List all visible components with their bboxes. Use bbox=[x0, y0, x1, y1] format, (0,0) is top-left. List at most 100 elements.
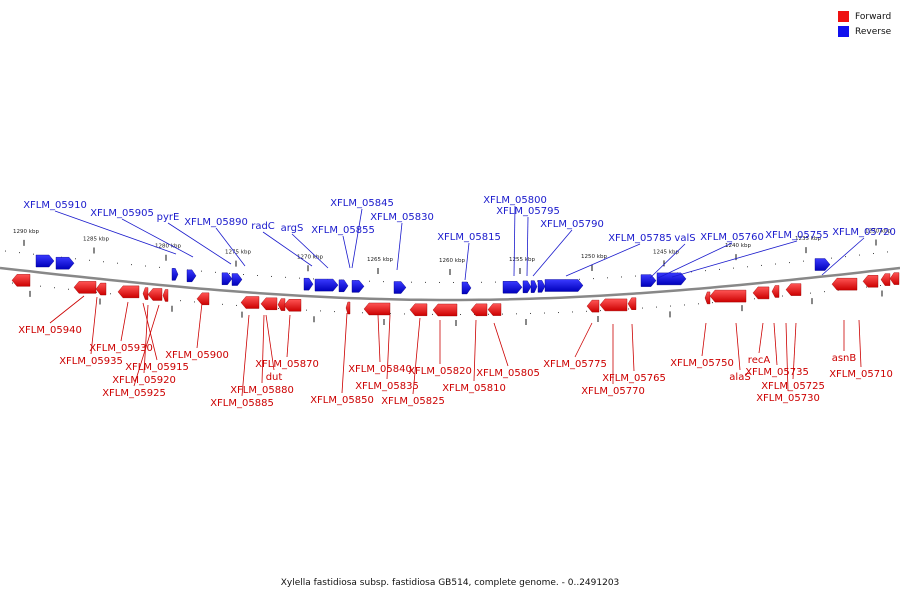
gene-label-forward: XFLM_05850 bbox=[310, 395, 374, 406]
gene-label-forward-leader bbox=[735, 322, 741, 371]
ruler-label: 1240 kbp bbox=[725, 243, 751, 249]
gene-arrow bbox=[303, 277, 314, 291]
gene-label-forward: dut bbox=[266, 372, 283, 383]
gene-label-reverse-leader bbox=[167, 222, 232, 265]
gene-label-forward-leader bbox=[574, 322, 593, 358]
minor-tick bbox=[229, 272, 230, 274]
gene-label-forward-leader bbox=[49, 295, 85, 324]
minor-tick bbox=[96, 291, 97, 293]
minor-tick bbox=[432, 313, 433, 315]
gene-label-forward-leader bbox=[196, 302, 203, 349]
gene-label-reverse-leader bbox=[671, 240, 798, 278]
legend-forward: Forward bbox=[838, 9, 891, 24]
minor-tick bbox=[831, 257, 832, 259]
gene-label-reverse-leader bbox=[351, 208, 363, 269]
gene-arrow bbox=[537, 280, 546, 293]
gene-label-forward: XFLM_05765 bbox=[602, 373, 666, 384]
gene-arrow bbox=[171, 268, 179, 281]
gene-arrow bbox=[599, 298, 628, 312]
minor-tick bbox=[439, 281, 440, 283]
gene-label-forward: XFLM_05885 bbox=[210, 398, 274, 409]
ruler-label: 1275 kbp bbox=[225, 250, 251, 256]
gene-arrow bbox=[351, 280, 365, 293]
gene-label-forward: XFLM_05730 bbox=[756, 393, 820, 404]
minor-tick bbox=[530, 312, 531, 314]
minor-tick bbox=[481, 281, 482, 283]
gene-label-forward: XFLM_05710 bbox=[829, 369, 893, 380]
gene-label-reverse: XFLM_05910 bbox=[23, 200, 87, 211]
minor-tick bbox=[866, 286, 867, 288]
minor-tick bbox=[803, 260, 804, 262]
ruler-label: 1290 kbp bbox=[13, 229, 39, 235]
ruler-label: 1280 kbp bbox=[155, 244, 181, 250]
gene-label-forward-leader bbox=[133, 304, 160, 387]
gene-label-reverse-leader bbox=[821, 237, 865, 276]
gene-label-reverse: XFLM_05720 bbox=[832, 227, 896, 238]
ruler-label: 1260 kbp bbox=[439, 258, 465, 264]
gene-arrow bbox=[880, 273, 891, 286]
gene-label-forward: XFLM_05920 bbox=[112, 375, 176, 386]
gene-label-forward-leader bbox=[792, 322, 797, 380]
gene-label-reverse: XFLM_05890 bbox=[184, 217, 248, 228]
gene-label-forward-leader bbox=[631, 323, 635, 372]
gene-label-reverse: XFLM_05755 bbox=[765, 230, 829, 241]
gene-arrow bbox=[831, 277, 858, 291]
legend: Forward Reverse bbox=[838, 9, 891, 39]
gene-arrow bbox=[95, 282, 107, 296]
gene-label-forward: XFLM_05870 bbox=[255, 359, 319, 370]
gene-label-reverse-leader bbox=[342, 235, 351, 269]
genome-caption: Xylella fastidiosa subsp. fastidiosa GB5… bbox=[280, 578, 620, 588]
legend-reverse: Reverse bbox=[838, 24, 891, 39]
gene-label-forward: XFLM_05940 bbox=[18, 325, 82, 336]
minor-tick bbox=[544, 312, 545, 314]
minor-tick bbox=[705, 270, 706, 272]
minor-tick bbox=[502, 313, 503, 315]
minor-tick bbox=[516, 313, 517, 315]
gene-label-forward-leader bbox=[858, 319, 862, 368]
gene-label-reverse: XFLM_05760 bbox=[700, 232, 764, 243]
gene-arrow bbox=[147, 288, 163, 301]
ruler-label: 1250 kbp bbox=[581, 254, 607, 260]
minor-tick bbox=[775, 263, 776, 265]
minor-tick bbox=[460, 313, 461, 315]
gene-arrow bbox=[656, 272, 687, 286]
legend-forward-label: Forward bbox=[855, 11, 892, 22]
gene-label-reverse-leader bbox=[121, 218, 194, 258]
ruler-label: 1230 kbp bbox=[865, 228, 891, 234]
gene-label-reverse-leader bbox=[54, 210, 177, 255]
gene-arrow bbox=[502, 281, 523, 294]
minor-tick bbox=[390, 313, 391, 315]
gene-arrow bbox=[221, 272, 233, 285]
gene-label-forward-leader bbox=[412, 317, 421, 395]
minor-tick bbox=[754, 298, 755, 300]
gene-label-forward-leader bbox=[142, 302, 158, 361]
gene-arrow bbox=[314, 278, 339, 292]
gene-arrow bbox=[814, 258, 831, 271]
gene-label-forward-leader bbox=[493, 322, 509, 367]
gene-label-forward: XFLM_05820 bbox=[408, 366, 472, 377]
minor-tick bbox=[313, 278, 314, 280]
gene-label-forward: XFLM_05835 bbox=[355, 381, 419, 392]
gene-label-reverse: argS bbox=[281, 223, 304, 234]
gene-label-forward: XFLM_05805 bbox=[476, 368, 540, 379]
minor-tick bbox=[719, 268, 720, 270]
gene-label-reverse: valS bbox=[674, 233, 695, 244]
gene-label-reverse-leader bbox=[513, 205, 516, 277]
gene-label-reverse: radC bbox=[251, 221, 275, 232]
gene-arrow bbox=[530, 280, 538, 293]
minor-tick bbox=[110, 293, 111, 295]
gene-arrow bbox=[35, 254, 55, 268]
minor-tick bbox=[320, 310, 321, 312]
minor-tick bbox=[635, 275, 636, 277]
minor-tick bbox=[404, 313, 405, 315]
gene-label-forward-leader bbox=[386, 314, 391, 380]
minor-tick bbox=[243, 274, 244, 276]
minor-tick bbox=[621, 276, 622, 278]
minor-tick bbox=[180, 300, 181, 302]
minor-tick bbox=[488, 313, 489, 315]
minor-tick bbox=[75, 258, 76, 260]
gene-arrow bbox=[142, 287, 149, 300]
minor-tick bbox=[586, 310, 587, 312]
gene-label-forward-leader bbox=[90, 296, 98, 355]
minor-tick bbox=[579, 278, 580, 280]
